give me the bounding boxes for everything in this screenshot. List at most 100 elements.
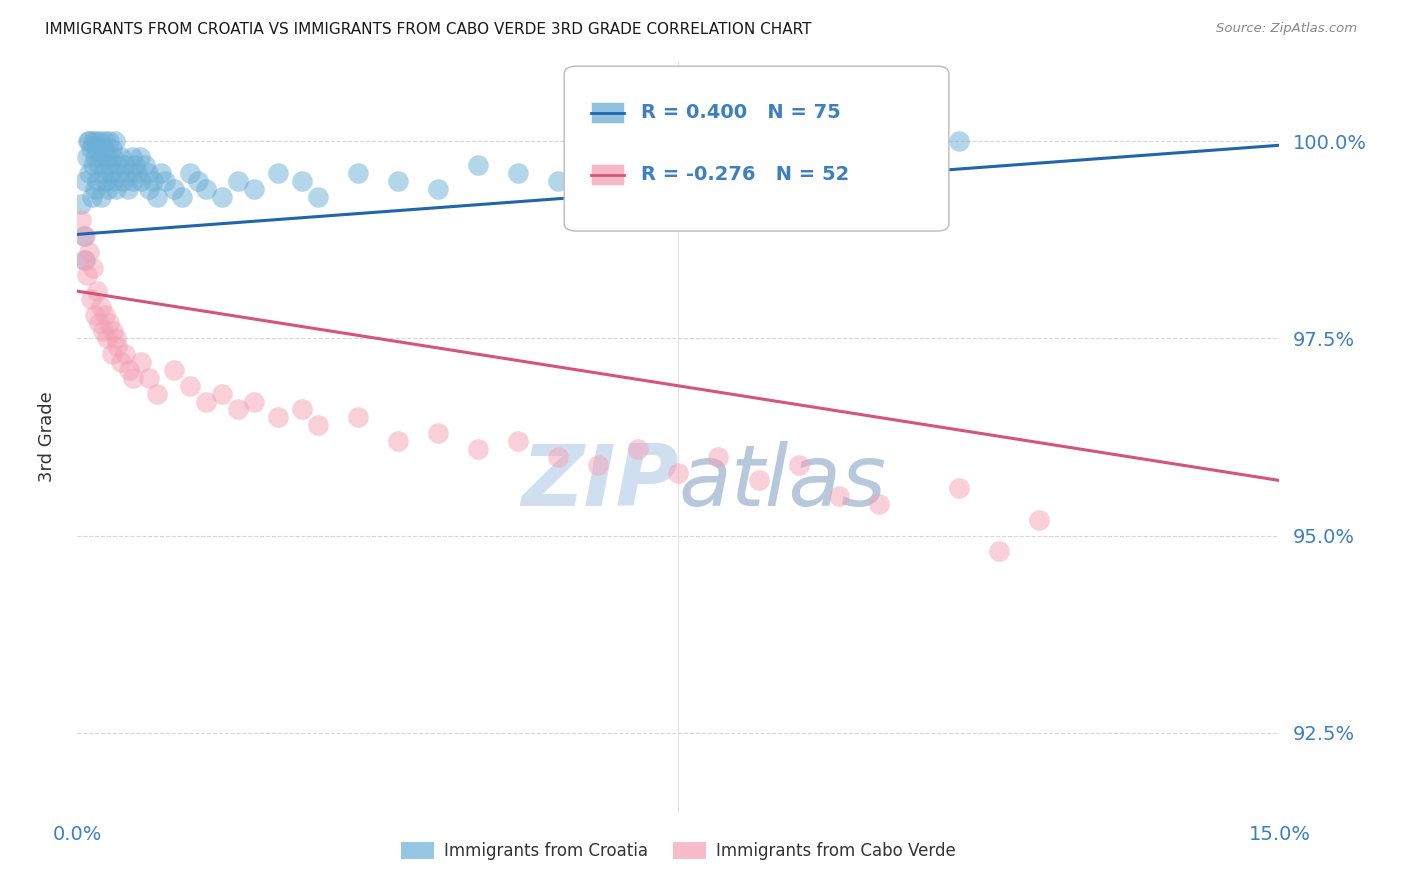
Point xyxy=(179,379,201,393)
Point xyxy=(347,166,370,180)
Point xyxy=(748,474,770,488)
Point xyxy=(162,363,184,377)
Point xyxy=(117,181,139,195)
Point xyxy=(86,174,108,188)
Point xyxy=(179,166,201,180)
Point xyxy=(242,394,264,409)
Point xyxy=(107,158,129,172)
Point xyxy=(131,355,153,369)
Point xyxy=(267,166,290,180)
Point xyxy=(96,150,118,164)
Point xyxy=(94,174,117,188)
Point xyxy=(118,166,141,180)
Point xyxy=(868,497,890,511)
FancyBboxPatch shape xyxy=(591,164,624,186)
Text: ZIP: ZIP xyxy=(520,441,679,524)
Point xyxy=(98,134,121,148)
Point xyxy=(146,189,169,203)
Point xyxy=(76,134,98,148)
Point xyxy=(627,181,650,195)
Point xyxy=(90,300,112,314)
Point xyxy=(588,458,610,472)
Point xyxy=(948,134,970,148)
Point xyxy=(508,166,530,180)
Point xyxy=(75,229,97,244)
Point xyxy=(82,134,104,148)
Point xyxy=(75,174,97,188)
Point xyxy=(114,158,136,172)
Point xyxy=(242,181,264,195)
FancyBboxPatch shape xyxy=(564,66,949,231)
Point xyxy=(90,189,112,203)
Point xyxy=(226,402,249,417)
Point xyxy=(194,394,217,409)
Text: R = -0.276   N = 52: R = -0.276 N = 52 xyxy=(641,165,849,185)
Point xyxy=(98,316,121,330)
Point xyxy=(267,410,290,425)
Point xyxy=(104,331,127,345)
Point xyxy=(101,142,124,156)
Point xyxy=(668,466,690,480)
Point xyxy=(136,166,159,180)
Point xyxy=(155,174,177,188)
Point xyxy=(98,158,121,172)
Point xyxy=(110,355,132,369)
Point xyxy=(70,213,93,227)
Point xyxy=(387,434,409,448)
Point xyxy=(707,450,730,464)
Point xyxy=(134,158,156,172)
Point xyxy=(101,347,124,361)
Point xyxy=(111,174,134,188)
Point xyxy=(97,181,120,195)
Point xyxy=(73,252,96,267)
Point xyxy=(508,434,530,448)
Point xyxy=(76,150,98,164)
Point xyxy=(80,189,103,203)
Point xyxy=(84,181,107,195)
Point xyxy=(194,181,217,195)
Point xyxy=(80,292,103,306)
Point xyxy=(131,174,153,188)
Point xyxy=(103,324,125,338)
Point xyxy=(142,174,165,188)
Point xyxy=(79,166,101,180)
Point xyxy=(1028,513,1050,527)
Point xyxy=(787,458,810,472)
Point xyxy=(547,174,569,188)
Point xyxy=(107,339,129,353)
Point xyxy=(347,410,370,425)
Text: Source: ZipAtlas.com: Source: ZipAtlas.com xyxy=(1216,22,1357,36)
Point xyxy=(427,181,450,195)
Point xyxy=(627,442,650,456)
Legend: Immigrants from Croatia, Immigrants from Cabo Verde: Immigrants from Croatia, Immigrants from… xyxy=(394,836,963,867)
Point xyxy=(138,181,160,195)
Point xyxy=(124,158,146,172)
Point xyxy=(211,386,233,401)
Point xyxy=(91,166,114,180)
Point xyxy=(84,308,107,322)
Y-axis label: 3rd Grade: 3rd Grade xyxy=(38,392,56,483)
Point xyxy=(76,268,98,283)
Point xyxy=(103,174,125,188)
Point xyxy=(75,252,97,267)
Point xyxy=(73,229,96,244)
Point xyxy=(118,363,141,377)
Point xyxy=(84,134,107,148)
Text: atlas: atlas xyxy=(679,441,886,524)
Point xyxy=(467,442,489,456)
Point xyxy=(108,166,131,180)
Point xyxy=(94,134,117,148)
Point xyxy=(90,150,112,164)
Point xyxy=(70,197,93,211)
Point xyxy=(146,386,169,401)
Point xyxy=(96,331,118,345)
Point xyxy=(387,174,409,188)
Point xyxy=(121,150,143,164)
Point xyxy=(122,371,145,385)
Point xyxy=(100,166,122,180)
Point xyxy=(94,308,117,322)
Point xyxy=(79,244,101,259)
Point xyxy=(291,402,314,417)
Point xyxy=(122,174,145,188)
Point xyxy=(114,347,136,361)
